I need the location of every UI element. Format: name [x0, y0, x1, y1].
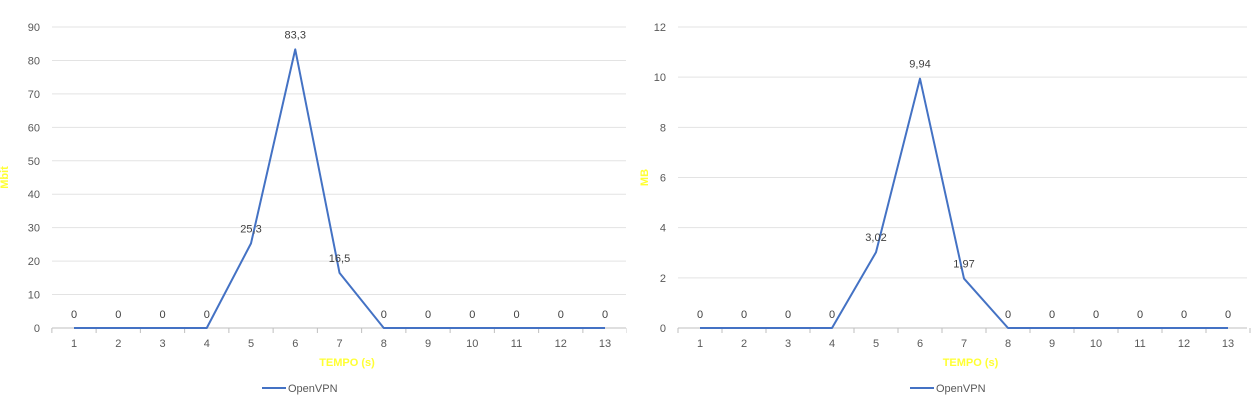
legend-label: OpenVPN: [288, 383, 338, 395]
x-tick-label: 2: [741, 338, 747, 350]
y-axis-title: Mbit: [0, 166, 11, 189]
x-tick-label: 11: [1134, 338, 1145, 350]
data-label: 0: [204, 309, 210, 321]
x-tick-label: 8: [381, 338, 387, 350]
x-tick-label: 13: [1222, 338, 1234, 350]
data-label: 0: [602, 309, 608, 321]
y-tick-label: 30: [28, 223, 40, 235]
data-label: 0: [1093, 309, 1099, 321]
x-tick-label: 11: [511, 338, 522, 350]
y-tick-label: 8: [660, 122, 666, 134]
data-label: 16,5: [329, 253, 350, 265]
data-label: 25,3: [240, 223, 261, 235]
data-label: 0: [513, 309, 519, 321]
data-label: 0: [1049, 309, 1055, 321]
y-tick-label: 40: [28, 189, 40, 201]
y-tick-label: 90: [28, 22, 40, 34]
data-label: 0: [381, 309, 387, 321]
data-label: 0: [697, 309, 703, 321]
data-label: 0: [469, 309, 475, 321]
x-tick-label: 4: [204, 338, 210, 350]
x-tick-label: 8: [1005, 338, 1011, 350]
data-label: 0: [1181, 309, 1187, 321]
data-label: 0: [785, 309, 791, 321]
y-tick-label: 2: [660, 273, 666, 285]
data-label: 0: [1137, 309, 1143, 321]
data-label: 0: [71, 309, 77, 321]
data-label: 0: [741, 309, 747, 321]
x-tick-label: 5: [248, 338, 254, 350]
x-tick-label: 13: [599, 338, 611, 350]
x-axis-title: TEMPO (s): [943, 357, 999, 369]
y-tick-label: 0: [660, 323, 666, 335]
x-tick-label: 1: [71, 338, 77, 350]
data-label: 0: [1225, 309, 1231, 321]
x-axis-title: TEMPO (s): [319, 357, 375, 369]
x-tick-label: 4: [829, 338, 835, 350]
x-tick-label: 3: [785, 338, 791, 350]
x-tick-label: 6: [917, 338, 923, 350]
data-label: 1,97: [953, 259, 974, 271]
y-tick-label: 10: [654, 72, 666, 84]
y-tick-label: 6: [660, 173, 666, 185]
x-tick-label: 9: [425, 338, 431, 350]
y-tick-label: 50: [28, 156, 40, 168]
y-tick-label: 70: [28, 89, 40, 101]
series-line-openvpn: [700, 77, 1228, 329]
data-label: 0: [159, 309, 165, 321]
x-tick-label: 5: [873, 338, 879, 350]
x-tick-label: 7: [961, 338, 967, 350]
x-tick-label: 9: [1049, 338, 1055, 350]
x-tick-label: 7: [336, 338, 342, 350]
x-tick-label: 10: [466, 338, 478, 350]
y-tick-label: 80: [28, 55, 40, 67]
y-tick-label: 20: [28, 256, 40, 268]
series-line-openvpn: [74, 48, 605, 329]
y-axis-title: MB: [639, 169, 651, 186]
x-tick-label: 10: [1090, 338, 1102, 350]
y-tick-label: 4: [660, 223, 666, 235]
data-label: 0: [425, 309, 431, 321]
data-label: 83,3: [285, 29, 306, 41]
data-label: 3,02: [865, 232, 886, 244]
x-tick-label: 6: [292, 338, 298, 350]
x-tick-label: 2: [115, 338, 121, 350]
x-tick-label: 12: [1178, 338, 1190, 350]
x-tick-label: 1: [697, 338, 703, 350]
y-tick-label: 10: [28, 290, 40, 302]
x-tick-label: 12: [555, 338, 567, 350]
data-label: 9,94: [909, 59, 930, 71]
data-label: 0: [1005, 309, 1011, 321]
data-label: 0: [558, 309, 564, 321]
data-label: 0: [829, 309, 835, 321]
x-tick-label: 3: [159, 338, 165, 350]
y-tick-label: 60: [28, 122, 40, 134]
legend-label: OpenVPN: [936, 383, 986, 395]
data-label: 0: [115, 309, 121, 321]
y-tick-label: 12: [654, 22, 666, 34]
y-tick-label: 0: [34, 323, 40, 335]
